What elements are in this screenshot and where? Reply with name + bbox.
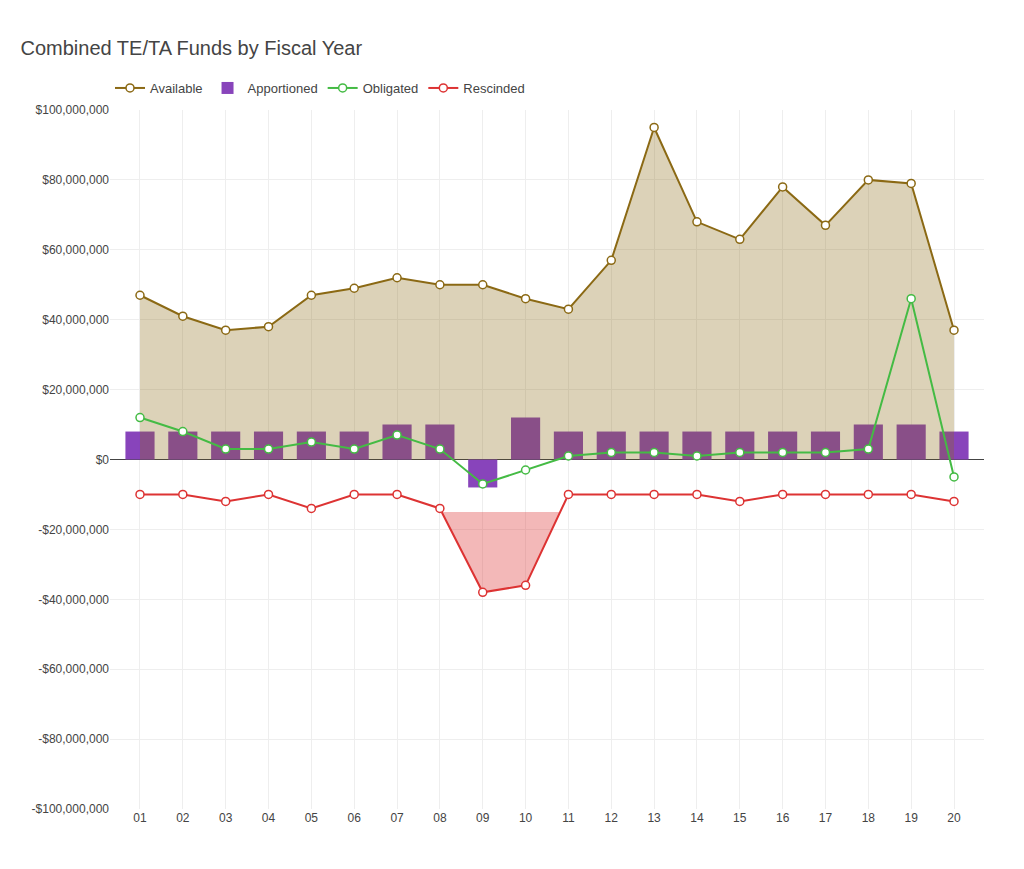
svg-text:18: 18: [862, 811, 876, 825]
svg-text:15: 15: [733, 811, 747, 825]
svg-text:-$40,000,000: -$40,000,000: [38, 593, 109, 607]
svg-text:-$20,000,000: -$20,000,000: [38, 523, 109, 537]
svg-text:09: 09: [476, 811, 490, 825]
svg-text:16: 16: [776, 811, 790, 825]
svg-text:$60,000,000: $60,000,000: [42, 243, 109, 257]
svg-text:-$60,000,000: -$60,000,000: [38, 662, 109, 676]
svg-text:02: 02: [176, 811, 190, 825]
svg-text:Combined TE/TA Funds by Fiscal: Combined TE/TA Funds by Fiscal Year: [20, 37, 362, 59]
svg-text:$40,000,000: $40,000,000: [42, 313, 109, 327]
svg-text:10: 10: [519, 811, 533, 825]
svg-text:19: 19: [904, 811, 918, 825]
svg-text:08: 08: [433, 811, 447, 825]
svg-text:14: 14: [690, 811, 704, 825]
svg-text:Available: Available: [150, 81, 203, 96]
svg-text:07: 07: [390, 811, 404, 825]
svg-text:-$80,000,000: -$80,000,000: [38, 732, 109, 746]
svg-text:-$100,000,000: -$100,000,000: [32, 802, 110, 816]
svg-text:Rescinded: Rescinded: [463, 81, 524, 96]
svg-text:17: 17: [819, 811, 833, 825]
svg-text:12: 12: [605, 811, 619, 825]
svg-text:03: 03: [219, 811, 233, 825]
svg-text:20: 20: [947, 811, 961, 825]
svg-text:05: 05: [305, 811, 319, 825]
svg-text:$80,000,000: $80,000,000: [42, 173, 109, 187]
svg-text:06: 06: [348, 811, 362, 825]
svg-text:$0: $0: [96, 453, 110, 467]
svg-text:$20,000,000: $20,000,000: [42, 383, 109, 397]
svg-text:01: 01: [133, 811, 147, 825]
svg-text:04: 04: [262, 811, 276, 825]
svg-text:11: 11: [562, 811, 575, 825]
svg-text:$100,000,000: $100,000,000: [36, 103, 110, 117]
svg-text:13: 13: [647, 811, 661, 825]
svg-text:Apportioned: Apportioned: [248, 81, 318, 96]
svg-text:Obligated: Obligated: [363, 81, 419, 96]
